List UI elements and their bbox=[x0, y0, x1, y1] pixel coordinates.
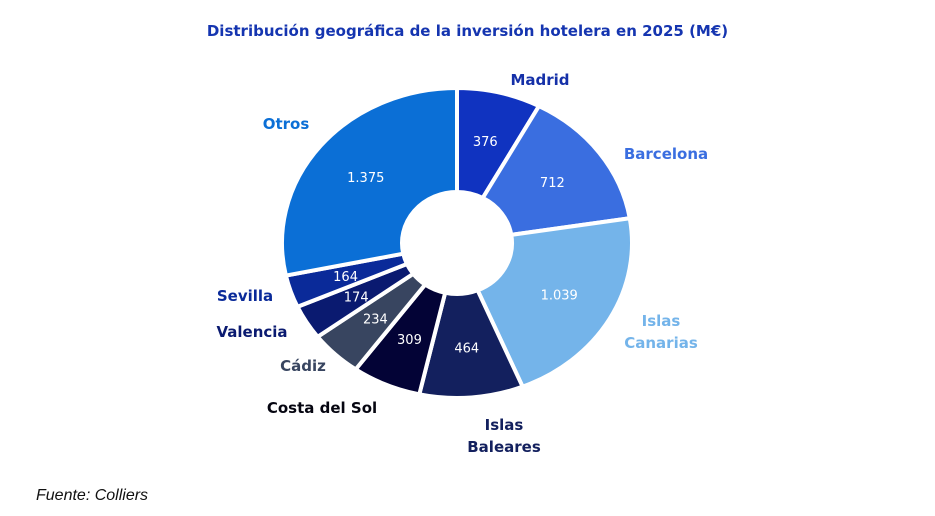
value-label: 1.039 bbox=[541, 289, 578, 304]
category-label: Costa del Sol bbox=[266, 399, 378, 417]
chart-title: Distribución geográfica de la inversión … bbox=[206, 22, 729, 40]
value-label: 464 bbox=[454, 342, 479, 357]
category-label: Madrid bbox=[510, 71, 570, 89]
category-label: Sevilla bbox=[216, 287, 274, 305]
slice-barcelona bbox=[479, 103, 633, 238]
value-label: 164 bbox=[333, 270, 358, 285]
category-label: Cádiz bbox=[280, 357, 326, 375]
category-label: Otros bbox=[262, 115, 310, 133]
category-label: Islas Canarias bbox=[624, 312, 698, 352]
value-label: 309 bbox=[397, 333, 422, 348]
slice-otros bbox=[280, 85, 459, 278]
value-label: 712 bbox=[540, 176, 565, 191]
value-label: 1.375 bbox=[347, 171, 384, 186]
value-label: 174 bbox=[344, 291, 369, 306]
source-note: Fuente: Colliers bbox=[36, 487, 149, 504]
category-label: Islas Baleares bbox=[467, 416, 541, 456]
slice-islas-canarias bbox=[474, 215, 634, 390]
value-label: 376 bbox=[473, 135, 498, 150]
value-label: 234 bbox=[363, 312, 388, 327]
category-label: Barcelona bbox=[623, 145, 709, 163]
category-label: Valencia bbox=[216, 323, 288, 341]
